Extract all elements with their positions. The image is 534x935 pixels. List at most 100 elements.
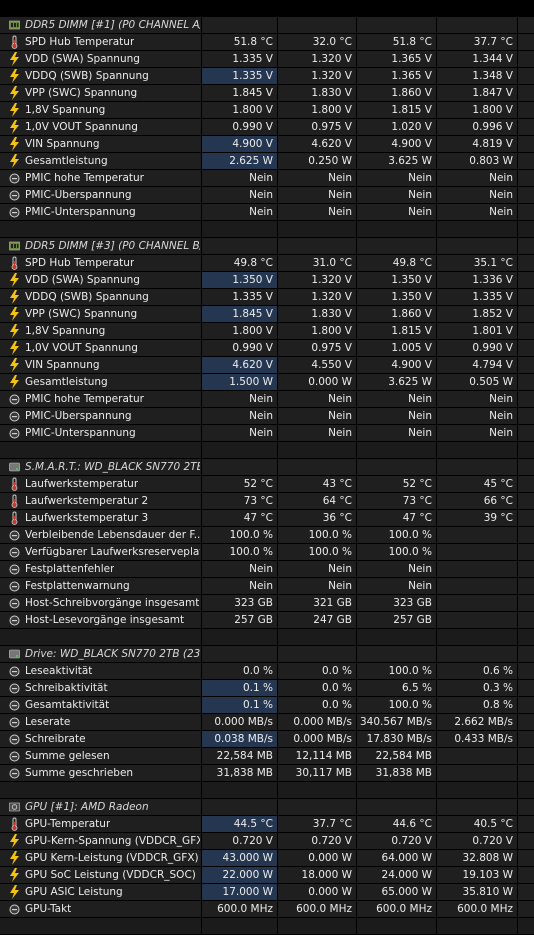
sensor-row[interactable]: Verfügbarer Laufwerksreserveplatz 100.0 %… bbox=[0, 544, 534, 561]
sensor-row[interactable]: Schreibrate 0.038 MB/s 0.000 MB/s 17.830 MB… bbox=[0, 731, 534, 748]
sensor-row[interactable]: GPU-Temperatur 44.5 °C 37.7 °C 44.6 °C 40.5 … bbox=[0, 816, 534, 833]
lightning-icon bbox=[9, 341, 20, 355]
sensor-row[interactable]: VDDQ (SWB) Spannung 1.335 V 1.320 V 1.365 V… bbox=[0, 68, 534, 85]
current-value: 22,584 MB bbox=[216, 750, 273, 762]
min-value: 32.0 °C bbox=[312, 36, 352, 48]
max-value: 600.0 MHz bbox=[376, 903, 432, 915]
status-icon bbox=[9, 766, 20, 780]
sensor-row[interactable]: PMIC hohe Temperatur Nein Nein Nein Nein bbox=[0, 170, 534, 187]
min-value: 0.975 V bbox=[311, 121, 352, 133]
current-value: 100.0 % bbox=[229, 529, 273, 541]
status-icon bbox=[9, 392, 20, 406]
sensor-row[interactable]: SPD Hub Temperatur 49.8 °C 31.0 °C 49.8 °C 3… bbox=[0, 255, 534, 272]
max-value: 1.020 V bbox=[391, 121, 432, 133]
avg-value: 1.335 V bbox=[472, 291, 513, 303]
sensor-row[interactable]: 1,0V VOUT Spannung 0.990 V 0.975 V 1.005 V 0… bbox=[0, 340, 534, 357]
avg-value: 4.819 V bbox=[472, 138, 513, 150]
sensor-label: GPU-Temperatur bbox=[25, 818, 111, 830]
sensor-row[interactable]: Laufwerkstemperatur 3 47 °C 36 °C 47 °C 39 °… bbox=[0, 510, 534, 527]
sensor-row[interactable]: VPP (SWC) Spannung 1.845 V 1.830 V 1.860 V 1… bbox=[0, 85, 534, 102]
sensor-row[interactable]: VPP (SWC) Spannung 1.845 V 1.830 V 1.860 V 1… bbox=[0, 306, 534, 323]
sensor-row[interactable]: GPU Kern-Leistung (VDDCR_GFX) 43.000 W 0.0… bbox=[0, 850, 534, 867]
thermometer-icon bbox=[9, 256, 20, 270]
sensor-label: Festplattenfehler bbox=[25, 563, 115, 575]
sensor-row[interactable]: Verbleibende Lebensdauer der F... 100.0 %… bbox=[0, 527, 534, 544]
sensor-row[interactable]: Summe geschrieben 31,838 MB 30,117 MB 31,83… bbox=[0, 765, 534, 782]
min-value: 1.830 V bbox=[311, 308, 352, 320]
max-value: 100.0 % bbox=[388, 529, 432, 541]
sensor-row[interactable]: 1,8V Spannung 1.800 V 1.800 V 1.815 V 1.800 … bbox=[0, 102, 534, 119]
sensor-row[interactable]: Gesamtaktivität 0.1 % 0.0 % 100.0 % 0.8 % bbox=[0, 697, 534, 714]
thermometer-icon bbox=[9, 35, 20, 49]
drive-icon bbox=[9, 460, 20, 474]
current-value: Nein bbox=[249, 172, 273, 184]
section-header[interactable]: S.M.A.R.T.: WD_BLACK SN770 2TB (23366080… bbox=[0, 459, 534, 476]
sensor-row[interactable]: 1,0V VOUT Spannung 0.990 V 0.975 V 1.020 V 0… bbox=[0, 119, 534, 136]
max-value: 323 GB bbox=[393, 597, 432, 609]
sensor-row[interactable]: Gesamtleistung 2.625 W 0.250 W 3.625 W 0.803… bbox=[0, 153, 534, 170]
sensor-row[interactable]: VIN Spannung 4.900 V 4.620 V 4.900 V 4.819 V bbox=[0, 136, 534, 153]
sensor-row[interactable]: SPD Hub Temperatur 51.8 °C 32.0 °C 51.8 °C 3… bbox=[0, 34, 534, 51]
sensor-label: Laufwerkstemperatur bbox=[25, 478, 139, 490]
current-value: 44.5 °C bbox=[233, 818, 273, 830]
sensor-row[interactable]: PMIC-Überspannung Nein Nein Nein Nein bbox=[0, 187, 534, 204]
section-header[interactable]: GPU [#1]: AMD Radeon bbox=[0, 799, 534, 816]
current-value: 100.0 % bbox=[229, 546, 273, 558]
current-value: Nein bbox=[249, 410, 273, 422]
avg-value: 35.1 °C bbox=[473, 257, 513, 269]
max-value: 65.000 W bbox=[381, 886, 432, 898]
sensor-row[interactable]: Festplattenwarnung Nein Nein Nein bbox=[0, 578, 534, 595]
avg-value: 1.801 V bbox=[472, 325, 513, 337]
sensor-row[interactable]: Summe gelesen 22,584 MB 12,114 MB 22,584 MB bbox=[0, 748, 534, 765]
section-title: Drive: WD_BLACK SN770 2TB (233660800872) bbox=[25, 648, 200, 660]
sensor-row[interactable]: GPU-Kern-Spannung (VDDCR_GFX) 0.720 V 0.72… bbox=[0, 833, 534, 850]
sensor-row[interactable]: Laufwerkstemperatur 2 73 °C 64 °C 73 °C 66 °… bbox=[0, 493, 534, 510]
max-value: 1.350 V bbox=[391, 274, 432, 286]
sensor-row[interactable]: VDD (SWA) Spannung 1.335 V 1.320 V 1.365 V 1… bbox=[0, 51, 534, 68]
sensor-label: VIN Spannung bbox=[25, 359, 100, 371]
current-value: 0.000 MB/s bbox=[214, 716, 273, 728]
section-header[interactable]: DDR5 DIMM [#3] (P0 CHANNEL B/DIMMB2) bbox=[0, 238, 534, 255]
sensor-row[interactable]: PMIC hohe Temperatur Nein Nein Nein Nein bbox=[0, 391, 534, 408]
sensor-row[interactable]: GPU ASIC Leistung 17.000 W 0.000 W 65.000 W… bbox=[0, 884, 534, 901]
sensor-row[interactable]: VIN Spannung 4.620 V 4.550 V 4.900 V 4.794 V bbox=[0, 357, 534, 374]
avg-value: 0.505 W bbox=[469, 376, 513, 388]
sensor-row[interactable]: PMIC-Überspannung Nein Nein Nein Nein bbox=[0, 408, 534, 425]
sensor-row[interactable]: GPU-Takt 600.0 MHz 600.0 MHz 600.0 MHz 600.0… bbox=[0, 901, 534, 918]
max-value: 1.860 V bbox=[391, 308, 432, 320]
current-value: 1.800 V bbox=[232, 104, 273, 116]
max-value: 22,584 MB bbox=[375, 750, 432, 762]
sensor-row[interactable]: Gesamtleistung 1.500 W 0.000 W 3.625 W 0.505… bbox=[0, 374, 534, 391]
sensor-row[interactable]: Laufwerkstemperatur 52 °C 43 °C 52 °C 45 °C bbox=[0, 476, 534, 493]
lightning-icon bbox=[9, 868, 20, 882]
current-value: Nein bbox=[249, 206, 273, 218]
sensor-row[interactable]: PMIC-Unterspannung Nein Nein Nein Nein bbox=[0, 204, 534, 221]
avg-value: 0.990 V bbox=[472, 342, 513, 354]
max-value: Nein bbox=[408, 563, 432, 575]
section-header[interactable]: Drive: WD_BLACK SN770 2TB (233660800872) bbox=[0, 646, 534, 663]
sensor-row[interactable]: 1,8V Spannung 1.800 V 1.800 V 1.815 V 1.801 … bbox=[0, 323, 534, 340]
sensor-row[interactable]: Schreibaktivität 0.1 % 0.0 % 6.5 % 0.3 % bbox=[0, 680, 534, 697]
sensor-row[interactable]: PMIC-Unterspannung Nein Nein Nein Nein bbox=[0, 425, 534, 442]
sensor-row[interactable]: Host-Lesevorgänge insgesamt 257 GB 247 GB 2… bbox=[0, 612, 534, 629]
current-value: 600.0 MHz bbox=[217, 903, 273, 915]
min-value: Nein bbox=[328, 563, 352, 575]
sensor-row[interactable]: Host-Schreibvorgänge insgesamt 323 GB 321 … bbox=[0, 595, 534, 612]
spacer-row bbox=[0, 918, 534, 935]
sensor-row[interactable]: GPU SoC Leistung (VDDCR_SOC) 22.000 W 18.0… bbox=[0, 867, 534, 884]
sensor-label: PMIC hohe Temperatur bbox=[25, 393, 144, 405]
section-header[interactable]: DDR5 DIMM [#1] (P0 CHANNEL A/DIMMA2) bbox=[0, 17, 534, 34]
sensor-row[interactable]: Leserate 0.000 MB/s 0.000 MB/s 340.567 MB/s… bbox=[0, 714, 534, 731]
sensor-row[interactable]: VDDQ (SWB) Spannung 1.335 V 1.320 V 1.350 V… bbox=[0, 289, 534, 306]
lightning-icon bbox=[9, 273, 20, 287]
current-value: 1.845 V bbox=[232, 87, 273, 99]
current-value: 0.0 % bbox=[242, 665, 273, 677]
spacer-row bbox=[0, 442, 534, 459]
sensor-label: VDD (SWA) Spannung bbox=[25, 274, 140, 286]
sensor-label: Summe gelesen bbox=[25, 750, 110, 762]
max-value: 64.000 W bbox=[381, 852, 432, 864]
sensor-row[interactable]: VDD (SWA) Spannung 1.350 V 1.320 V 1.350 V 1… bbox=[0, 272, 534, 289]
sensor-row[interactable]: Festplattenfehler Nein Nein Nein bbox=[0, 561, 534, 578]
sensor-row[interactable]: Leseaktivität 0.0 % 0.0 % 100.0 % 0.6 % bbox=[0, 663, 534, 680]
status-icon bbox=[9, 732, 20, 746]
